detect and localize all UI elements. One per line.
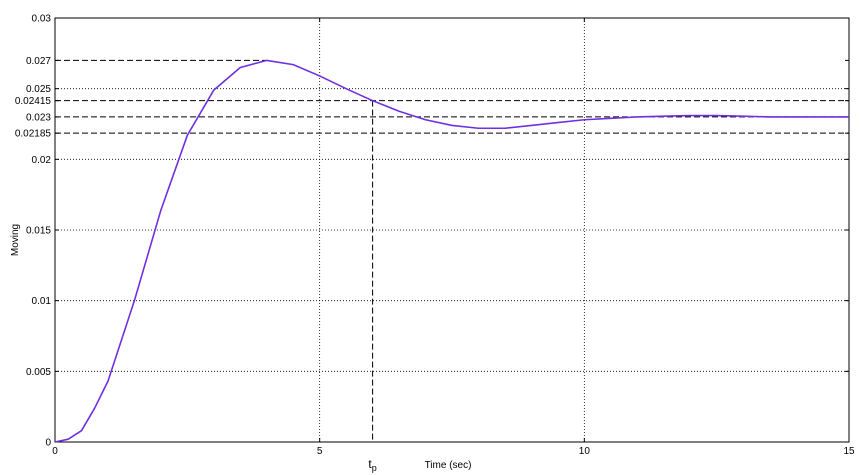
y-tick-label: 0 bbox=[45, 438, 51, 449]
x-tick-label: 0 bbox=[52, 446, 58, 457]
y-axis-label: Moving bbox=[10, 224, 21, 256]
y-tick-label: 0.03 bbox=[32, 14, 52, 25]
y-tick-label: 0.027 bbox=[26, 56, 51, 67]
y-tick-label: 0.023 bbox=[26, 112, 51, 123]
y-tick-label: 0.01 bbox=[32, 296, 52, 307]
y-tick-label: 0.02185 bbox=[15, 129, 52, 140]
y-tick-label: 0.02 bbox=[32, 155, 52, 166]
x-tick-label: 10 bbox=[579, 446, 591, 457]
y-tick-label: 0.025 bbox=[26, 84, 51, 95]
plot-frame bbox=[54, 17, 850, 443]
y-tick-label: 0.005 bbox=[26, 367, 51, 378]
data-line bbox=[54, 59, 849, 443]
x-tick-label: 5 bbox=[317, 446, 323, 457]
annotation-text: t bbox=[368, 457, 372, 471]
x-axis-label: Time (sec) bbox=[425, 460, 472, 471]
x-tick-label: 15 bbox=[843, 446, 855, 457]
annotation-subscript: p bbox=[372, 463, 377, 473]
y-tick-label: 0.015 bbox=[26, 226, 51, 237]
y-tick-label: 0.02415 bbox=[15, 96, 52, 107]
annotation: tp bbox=[368, 457, 376, 473]
